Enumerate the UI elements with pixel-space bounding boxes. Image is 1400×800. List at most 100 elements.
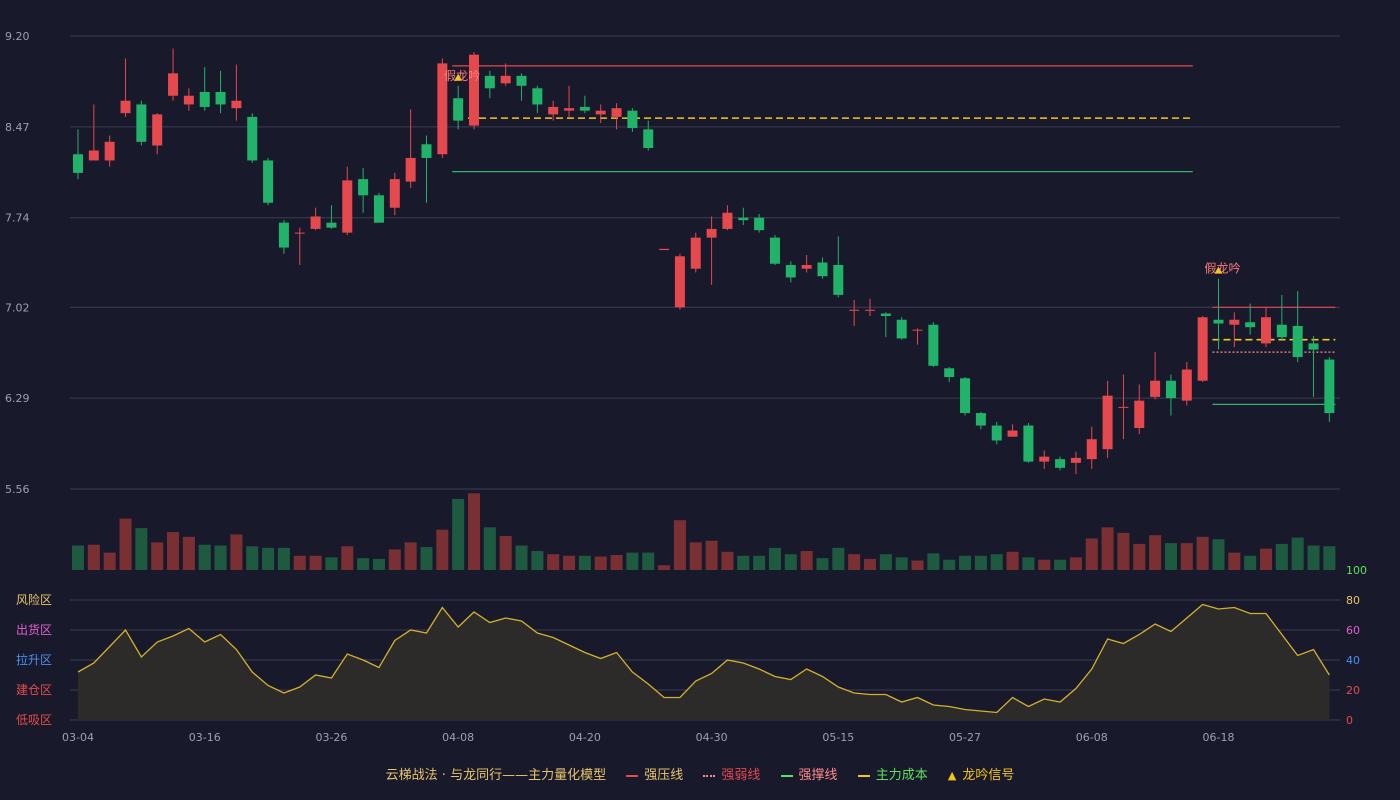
volume-bar (214, 545, 227, 570)
candle-body (405, 157, 416, 182)
legend-item-weak[interactable]: 强弱线 (703, 764, 760, 783)
signal-label: 假龙吟 (444, 68, 480, 83)
volume-bar (658, 565, 671, 570)
candle-body (865, 309, 875, 311)
volume-bar (87, 544, 100, 570)
volume-bar (515, 545, 528, 570)
volume-bar (1054, 559, 1067, 570)
volume-bar (943, 559, 956, 570)
axes: 9.20 8.47 7.74 7.02 6.29 5.56 100 80 60 40 20 0 风险区出… (5, 30, 1367, 744)
candle-body (1181, 369, 1192, 401)
volume-bar (103, 552, 116, 570)
volume-bar (753, 555, 766, 570)
volume-bar (1228, 552, 1241, 570)
candle-body (326, 222, 337, 228)
candle-body (896, 319, 907, 339)
volume-bar (420, 547, 433, 570)
candle-body (104, 141, 115, 161)
volume-bar (959, 555, 972, 570)
volume-bar (626, 552, 639, 570)
candle-body (278, 222, 289, 248)
legend-item-main-cost[interactable]: 主力成本 (857, 764, 928, 783)
legend-title: 云梯战法 · 与龙同行——主力量化模型 (385, 768, 607, 783)
candle-body (944, 368, 955, 377)
candle-body (437, 63, 448, 155)
candle-body (579, 106, 590, 111)
volume-bar (1101, 527, 1114, 570)
legend-item-strong-resist[interactable]: 强压线 (626, 764, 683, 783)
candle-body (183, 95, 194, 105)
volume-bar (1275, 543, 1288, 570)
legend-symbol (857, 774, 870, 777)
signal-marker (454, 73, 463, 81)
candle-body (1150, 380, 1161, 397)
candle-body (690, 237, 701, 269)
candle-body (453, 98, 464, 121)
candle-body (643, 129, 654, 149)
volume-bar (1180, 543, 1193, 570)
volume-bar (974, 555, 987, 570)
legend-item-strong-support[interactable]: 强撑线 (780, 764, 838, 783)
legend-symbol (626, 774, 639, 777)
volume-bar (673, 520, 686, 570)
chart-legend: 云梯战法 · 与龙同行——主力量化模型 强压线 强弱线 强撑线 主力成本 ▲ 龙吟… (0, 764, 1400, 783)
candle-body (231, 100, 242, 109)
candle-body (1213, 319, 1224, 324)
candle-body (991, 425, 1002, 441)
candle-body (833, 264, 844, 295)
zone-label: 风险区 (16, 592, 52, 607)
volume-bar (1117, 532, 1130, 570)
indicator-tick-label: 100 (1346, 564, 1367, 577)
x-tick-label: 06-08 (1076, 731, 1108, 744)
candle-body (294, 232, 305, 234)
legend-symbol (703, 774, 716, 777)
candle-body (342, 180, 353, 233)
price-tick-label: 6.29 (5, 392, 30, 405)
volume-bar (119, 518, 132, 570)
candle-body (960, 378, 971, 414)
volume-bar (563, 555, 576, 570)
volume-bar (72, 545, 84, 570)
grid-layer (70, 35, 1340, 721)
candle-body (1055, 459, 1066, 468)
volume-bar (1244, 555, 1257, 570)
volume-bar (610, 554, 623, 570)
volume-bar (357, 558, 370, 570)
volume-bar (499, 536, 512, 570)
volume-bar (594, 556, 607, 570)
volume-bar (737, 555, 750, 570)
volume-bar (309, 555, 322, 570)
volume-bar (1149, 535, 1162, 570)
candle-body (754, 217, 765, 231)
candle-body (88, 150, 99, 161)
candle-body (1023, 425, 1034, 462)
candle-body (247, 116, 258, 161)
volume-bar (230, 534, 243, 570)
price-tick-label: 5.56 (5, 483, 30, 496)
volume-bar (1038, 559, 1051, 570)
x-tick-label: 03-26 (315, 731, 347, 744)
volume-bar (705, 540, 718, 570)
indicator-tick-label: 80 (1346, 594, 1360, 607)
volume-bar (990, 554, 1003, 570)
volume-bar (151, 542, 164, 570)
legend-item-signal[interactable]: ▲ 龙吟信号 (947, 768, 1015, 783)
candle-body (564, 108, 575, 111)
volume-bar (800, 551, 813, 570)
volume-bar (1022, 557, 1035, 570)
volume-bar (277, 547, 290, 570)
candle-body (136, 104, 147, 142)
candle-body (152, 114, 163, 146)
candle-body (1039, 456, 1050, 462)
signal-label: 假龙吟 (1204, 261, 1240, 276)
level-lines (452, 65, 1336, 405)
candle-body (500, 75, 511, 84)
candle-body (801, 264, 812, 269)
volume-bar (1291, 537, 1304, 570)
x-tick-label: 04-30 (696, 731, 728, 744)
indicator-tick-label: 60 (1346, 624, 1360, 637)
candle-body (975, 413, 986, 426)
volume-bar (246, 546, 259, 570)
volume-bar (325, 557, 338, 570)
volume-bar (1260, 548, 1272, 570)
